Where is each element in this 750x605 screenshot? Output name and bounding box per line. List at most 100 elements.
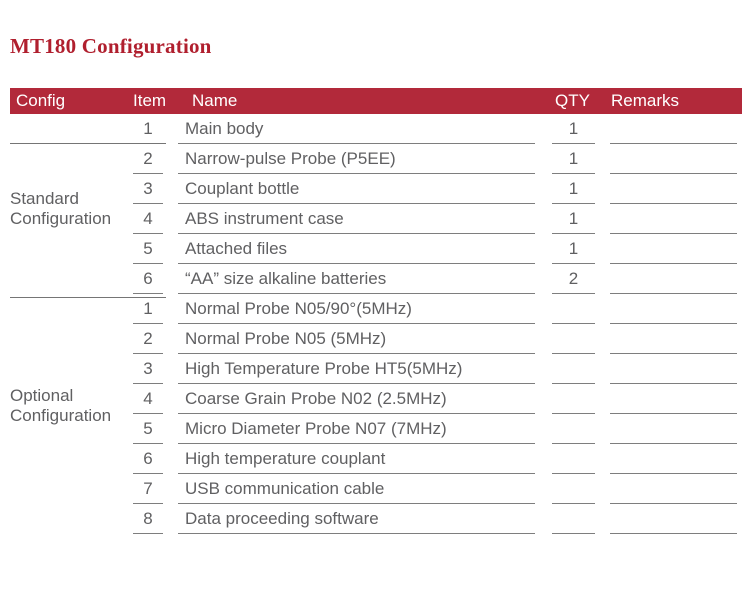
table-row: 3 Couplant bottle 1 — [10, 174, 742, 204]
remarks-cell — [609, 414, 742, 444]
qty-value: 1 — [552, 174, 595, 204]
item-number: 8 — [133, 504, 163, 534]
group-label-line: Standard — [10, 189, 79, 208]
qty-value — [552, 294, 595, 324]
group-label-line: Configuration — [10, 406, 112, 425]
item-number: 1 — [133, 114, 163, 144]
qty-value — [552, 444, 595, 474]
table-row: 6 High temperature couplant — [10, 444, 742, 474]
name-cell: Micro Diameter Probe N07 (7MHz) — [178, 414, 535, 444]
configuration-table: Config Item Name QTY Remarks 1 Main body… — [10, 88, 742, 534]
item-cell: 1 — [133, 114, 178, 144]
name-cell: Data proceeding software — [178, 504, 535, 534]
group-label-optional-configuration: Optional Configuration — [10, 286, 132, 526]
qty-value: 2 — [552, 264, 595, 294]
qty-cell — [535, 504, 609, 534]
name-text: Data proceeding software — [178, 504, 535, 534]
remarks-value — [610, 204, 737, 234]
column-header-remarks: Remarks — [611, 91, 680, 110]
item-cell: 2 — [133, 144, 178, 174]
item-number: 2 — [133, 144, 163, 174]
remarks-cell — [609, 474, 742, 504]
item-cell: 7 — [133, 474, 178, 504]
remarks-cell — [609, 234, 742, 264]
qty-value — [552, 414, 595, 444]
item-cell: 3 — [133, 174, 178, 204]
group-label-line: Configuration — [10, 209, 112, 228]
qty-value: 1 — [552, 114, 595, 144]
config-group-divider — [10, 297, 166, 298]
qty-value — [552, 324, 595, 354]
page-title: MT180 Configuration — [10, 34, 212, 58]
table-body: 1 Main body 1 2 Narrow-pulse Probe (P5EE… — [10, 114, 742, 534]
name-cell: High temperature couplant — [178, 444, 535, 474]
qty-cell: 2 — [535, 264, 609, 294]
remarks-cell — [609, 144, 742, 174]
name-cell: Attached files — [178, 234, 535, 264]
remarks-cell — [609, 324, 742, 354]
item-cell: 2 — [133, 324, 178, 354]
remarks-value — [610, 504, 737, 534]
name-cell: Normal Probe N05 (5MHz) — [178, 324, 535, 354]
column-header-qty: QTY — [555, 91, 590, 110]
table-row: 3 High Temperature Probe HT5(5MHz) — [10, 354, 742, 384]
column-header-name: Name — [192, 91, 238, 110]
remarks-value — [610, 444, 737, 474]
qty-value: 1 — [552, 234, 595, 264]
item-cell: 1 — [133, 294, 178, 324]
table-row: 4 Coarse Grain Probe N02 (2.5MHz) — [10, 384, 742, 414]
item-cell: 6 — [133, 444, 178, 474]
remarks-value — [610, 174, 737, 204]
remarks-cell — [609, 354, 742, 384]
name-text: Micro Diameter Probe N07 (7MHz) — [178, 414, 535, 444]
table-header-row: Config Item Name QTY Remarks — [10, 88, 742, 114]
item-number: 3 — [133, 354, 163, 384]
name-cell: Couplant bottle — [178, 174, 535, 204]
qty-cell — [535, 474, 609, 504]
qty-cell: 1 — [535, 234, 609, 264]
remarks-value — [610, 414, 737, 444]
name-cell: ABS instrument case — [178, 204, 535, 234]
remarks-cell — [609, 174, 742, 204]
item-number: 5 — [133, 414, 163, 444]
remarks-value — [610, 114, 737, 144]
name-text: Coarse Grain Probe N02 (2.5MHz) — [178, 384, 535, 414]
qty-value — [552, 474, 595, 504]
remarks-value — [610, 264, 737, 294]
name-text: Couplant bottle — [178, 174, 535, 204]
item-number: 6 — [133, 444, 163, 474]
name-cell: “AA” size alkaline batteries — [178, 264, 535, 294]
remarks-value — [610, 324, 737, 354]
item-cell: 5 — [133, 414, 178, 444]
table-row: 1 Normal Probe N05/90°(5MHz) — [10, 294, 742, 324]
item-number: 2 — [133, 324, 163, 354]
table-row: 6 “AA” size alkaline batteries 2 — [10, 264, 742, 294]
name-text: “AA” size alkaline batteries — [178, 264, 535, 294]
qty-cell — [535, 444, 609, 474]
item-cell: 5 — [133, 234, 178, 264]
config-column-rule-top — [10, 143, 166, 144]
name-text: USB communication cable — [178, 474, 535, 504]
column-header-config: Config — [16, 91, 66, 110]
qty-cell: 1 — [535, 204, 609, 234]
item-number: 7 — [133, 474, 163, 504]
name-cell: USB communication cable — [178, 474, 535, 504]
remarks-value — [610, 474, 737, 504]
qty-cell — [535, 324, 609, 354]
qty-cell: 1 — [535, 144, 609, 174]
remarks-cell — [609, 204, 742, 234]
item-cell: 8 — [133, 504, 178, 534]
item-cell: 6 — [133, 264, 178, 294]
remarks-value — [610, 144, 737, 174]
name-cell: Normal Probe N05/90°(5MHz) — [178, 294, 535, 324]
remarks-cell — [609, 444, 742, 474]
qty-value — [552, 384, 595, 414]
name-cell: Main body — [178, 114, 535, 144]
item-number: 1 — [133, 294, 163, 324]
remarks-value — [610, 294, 737, 324]
name-text: Narrow-pulse Probe (P5EE) — [178, 144, 535, 174]
qty-value — [552, 354, 595, 384]
table-row: 5 Micro Diameter Probe N07 (7MHz) — [10, 414, 742, 444]
table-row: 2 Narrow-pulse Probe (P5EE) 1 — [10, 144, 742, 174]
table-row: 2 Normal Probe N05 (5MHz) — [10, 324, 742, 354]
